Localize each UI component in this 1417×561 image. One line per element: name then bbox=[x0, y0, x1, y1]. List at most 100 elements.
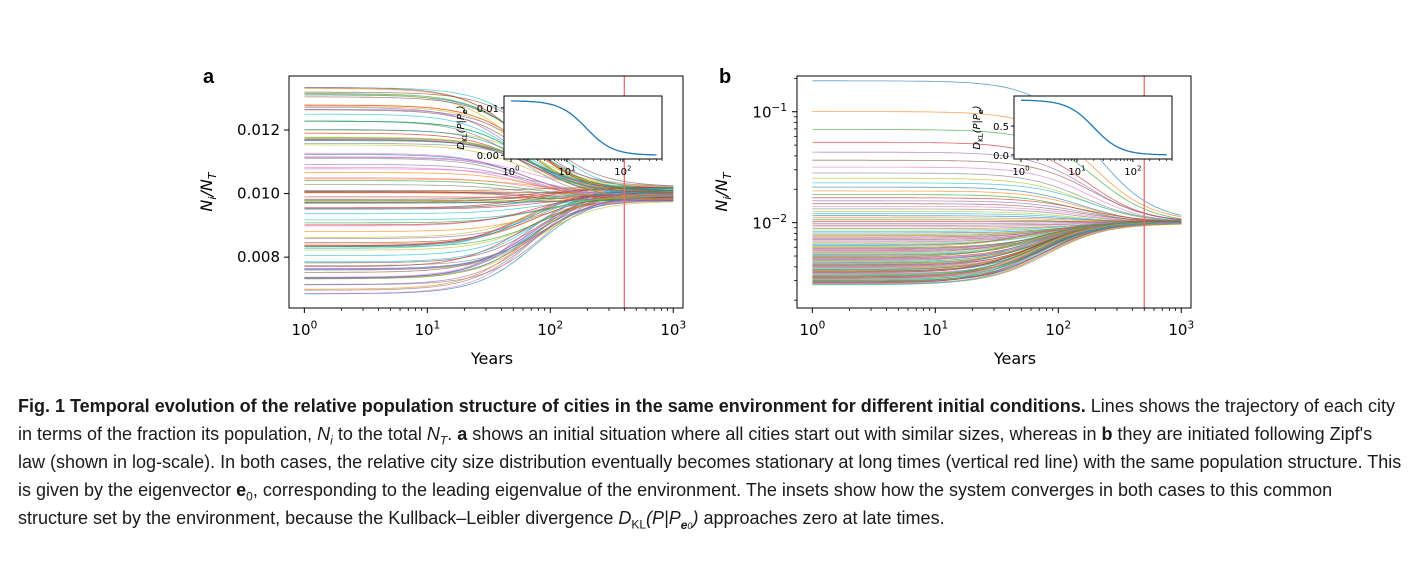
panel-b-ylabel: Ni/NT bbox=[712, 171, 734, 211]
y-tick-label: 0.010 bbox=[237, 185, 280, 203]
trajectory-line bbox=[304, 96, 674, 189]
caption-text-7: approaches zero at late times. bbox=[698, 508, 945, 528]
trajectory-line bbox=[812, 129, 1182, 220]
y-tick-label: 10−1 bbox=[752, 102, 787, 122]
panel-b-letter: b bbox=[719, 66, 731, 88]
x-tick-label: 100 bbox=[291, 319, 317, 339]
y-tick-label: 0.012 bbox=[237, 121, 280, 139]
panel-a-xlabel: Years bbox=[470, 349, 513, 368]
trajectory-line bbox=[812, 203, 1182, 222]
inset-x-tick-label: 102 bbox=[614, 165, 631, 179]
trajectory-line bbox=[812, 182, 1182, 222]
trajectory-line bbox=[304, 197, 674, 248]
trajectory-line bbox=[304, 187, 674, 209]
caption-nt: NT bbox=[426, 424, 448, 448]
trajectory-line bbox=[304, 184, 674, 197]
inset-y-tick-label: 0.00 bbox=[477, 151, 499, 162]
trajectory-line bbox=[304, 137, 674, 190]
caption-b: b bbox=[1101, 424, 1113, 444]
caption-e0: e0 bbox=[236, 480, 253, 504]
trajectory-line bbox=[304, 200, 674, 232]
caption-text-4: shows an initial situation where all cit… bbox=[467, 424, 1102, 444]
trajectory-line bbox=[304, 195, 674, 266]
inset-dkl-line bbox=[510, 100, 657, 156]
inset-y-tick-label: 0.0 bbox=[993, 151, 1009, 162]
trajectory-line bbox=[812, 141, 1182, 221]
x-tick-label: 102 bbox=[1045, 319, 1071, 339]
svg-text:DKL(P|Pe): DKL(P|Pe) bbox=[972, 105, 985, 149]
trajectory-line bbox=[812, 215, 1182, 222]
trajectory-line bbox=[812, 172, 1182, 221]
x-tick-label: 103 bbox=[660, 319, 686, 339]
caption-a: a bbox=[457, 424, 468, 444]
caption-ni: Ni bbox=[317, 424, 333, 448]
trajectory-line bbox=[304, 143, 674, 192]
panel-b-xlabel: Years bbox=[993, 349, 1036, 368]
panel-b-inset: 0.0 0.5 100 101 102 DKL(P|Pe) bbox=[972, 95, 1173, 179]
trajectory-line bbox=[812, 166, 1182, 222]
caption-text-2: to the total bbox=[332, 424, 427, 444]
trajectory-line bbox=[304, 195, 674, 238]
trajectory-line bbox=[812, 197, 1182, 222]
panel-a-axes: 100 101 102 103 0.008 0.010 0.012 bbox=[237, 121, 686, 339]
panel-b-chart: 100 101 102 103 10−1 10−2 0.0 0.5 100 101 102 DKL(… bbox=[752, 75, 1194, 339]
x-tick-label: 100 bbox=[799, 319, 825, 339]
inset-ylabel: DKL(P|Pe) bbox=[972, 105, 985, 149]
x-tick-label: 101 bbox=[922, 319, 948, 339]
trajectory-line bbox=[304, 172, 674, 200]
trajectory-line bbox=[812, 159, 1182, 220]
trajectory-line bbox=[812, 223, 1182, 285]
inset-x-tick-label: 102 bbox=[1124, 165, 1141, 179]
panel-a-chart: 100 101 102 103 0.008 0.010 0.012 0.00 0.01 100 1… bbox=[237, 75, 686, 339]
trajectory-line bbox=[304, 187, 674, 263]
inset-dkl-line bbox=[1021, 99, 1167, 156]
x-tick-label: 102 bbox=[537, 319, 563, 339]
trajectory-line bbox=[304, 200, 674, 204]
caption-dkl: DKL(P|Pe0) bbox=[618, 508, 699, 532]
trajectory-line bbox=[304, 108, 674, 187]
panel-a-ylabel: Ni/NT bbox=[197, 171, 219, 211]
trajectory-line bbox=[812, 221, 1182, 258]
figure-1: a b 100 101 102 103 0.008 0.010 0.012 0.00 0.01… bbox=[197, 66, 1194, 368]
svg-text:Ni/NT: Ni/NT bbox=[197, 171, 219, 211]
trajectory-line bbox=[304, 139, 674, 194]
trajectory-line bbox=[304, 187, 674, 271]
trajectory-line bbox=[812, 217, 1182, 223]
figure-caption: Fig. 1 Temporal evolution of the relativ… bbox=[18, 392, 1403, 532]
inset-frame bbox=[503, 95, 663, 160]
trajectory-line bbox=[304, 107, 674, 198]
panel-a-letter: a bbox=[203, 66, 215, 88]
trajectory-line bbox=[304, 190, 674, 269]
trajectory-line bbox=[304, 136, 674, 187]
trajectory-line bbox=[304, 129, 674, 191]
trajectory-line bbox=[304, 93, 674, 192]
trajectory-line bbox=[812, 111, 1182, 218]
trajectory-line bbox=[812, 206, 1182, 223]
panel-b-trajectories bbox=[812, 80, 1182, 286]
trajectory-line bbox=[812, 208, 1182, 223]
caption-text-1: Lines shows the trajectory of each city … bbox=[18, 396, 1395, 444]
caption-text-5: they are initiated following Zipf's law … bbox=[18, 424, 1402, 500]
trajectory-line bbox=[812, 177, 1182, 222]
caption-text-3: . bbox=[447, 424, 458, 444]
caption-text-6: , corresponding to the leading eigenvalu… bbox=[18, 480, 1333, 528]
trajectory-line bbox=[812, 223, 1182, 284]
inset-y-tick-label: 0.01 bbox=[477, 104, 499, 115]
trajectory-line bbox=[304, 113, 674, 195]
svg-text:Ni/NT: Ni/NT bbox=[712, 171, 734, 211]
trajectory-line bbox=[304, 91, 674, 187]
panel-a-trajectories bbox=[304, 87, 674, 295]
x-tick-label: 103 bbox=[1168, 319, 1194, 339]
trajectory-line bbox=[812, 186, 1182, 223]
trajectory-line bbox=[812, 222, 1182, 286]
y-tick-label: 10−2 bbox=[752, 213, 787, 233]
inset-x-tick-label: 100 bbox=[1012, 165, 1029, 179]
caption-title: Fig. 1 Temporal evolution of the relativ… bbox=[18, 396, 1086, 416]
trajectory-line bbox=[812, 80, 1182, 216]
trajectory-line bbox=[812, 222, 1182, 284]
trajectory-line bbox=[812, 221, 1182, 281]
inset-x-tick-label: 101 bbox=[1068, 165, 1085, 179]
x-tick-label: 101 bbox=[414, 319, 440, 339]
inset-y-tick-label: 0.5 bbox=[993, 122, 1009, 133]
